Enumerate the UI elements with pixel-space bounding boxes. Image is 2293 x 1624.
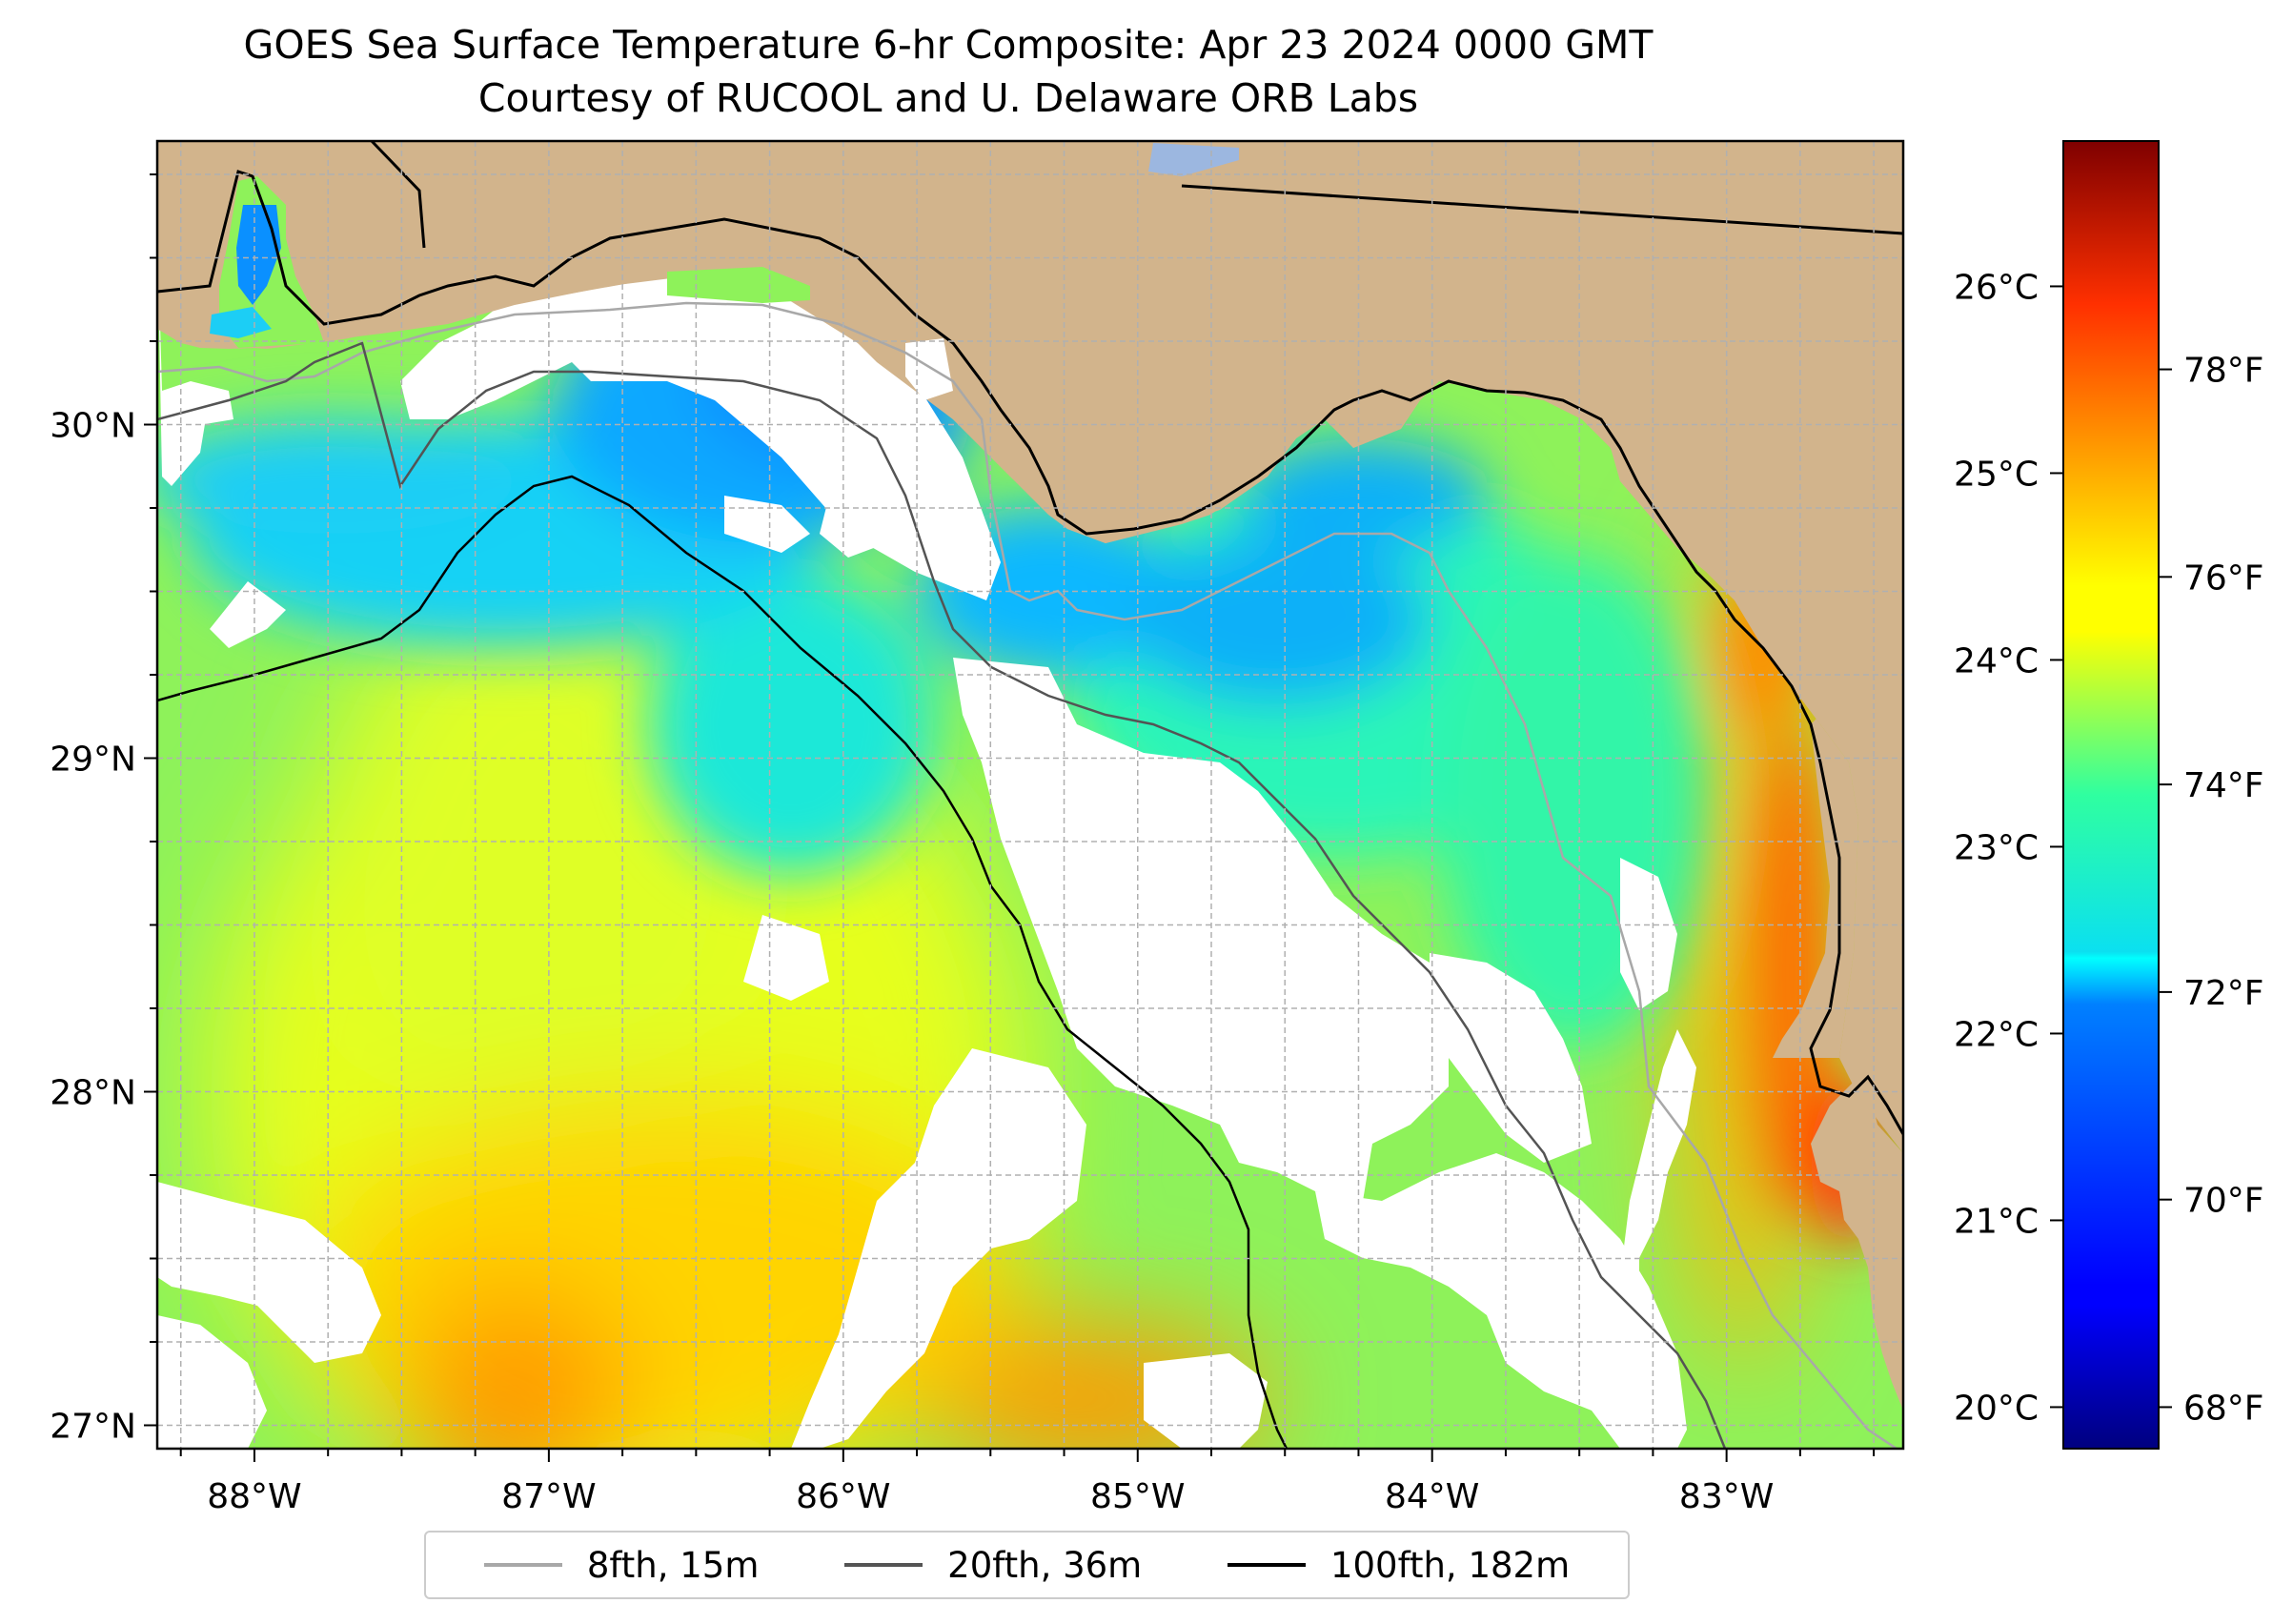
colorbar-celsius-ticks: 20°C 21°C 22°C 23°C 24°C 25°C 26°C: [1954, 268, 2063, 1428]
map-area: [157, 141, 1903, 1449]
celsius-tick-label: 26°C: [1954, 268, 2039, 307]
lon-tick-label: 85°W: [1090, 1477, 1185, 1516]
lat-tick-label: 28°N: [50, 1074, 136, 1113]
fahrenheit-tick-label: 76°F: [2183, 558, 2264, 598]
isobath-15m: [157, 301, 1897, 1449]
legend-item-36m: 20fth, 36m: [844, 1545, 1142, 1586]
fahrenheit-tick-label: 78°F: [2183, 352, 2264, 391]
lat-tick-label: 27°N: [50, 1408, 136, 1447]
lake: [1148, 143, 1239, 176]
legend-item-15m: 8fth, 15m: [483, 1544, 760, 1586]
lon-tick-label: 88°W: [207, 1477, 301, 1516]
state-border: [1181, 184, 1903, 235]
chart-subtitle: Courtesy of RUCOOL and U. Delaware ORB L…: [477, 75, 1419, 121]
celsius-tick-label: 21°C: [1954, 1202, 2039, 1241]
legend-line-182m: [1227, 1563, 1306, 1567]
celsius-tick-label: 23°C: [1954, 828, 2039, 867]
celsius-tick-label: 20°C: [1954, 1389, 2039, 1428]
lon-tick-label: 86°W: [796, 1477, 890, 1516]
map-frame: [155, 139, 1905, 1451]
isobath-36m: [157, 341, 1727, 1449]
legend-item-182m: 100fth, 182m: [1227, 1544, 1571, 1586]
choctawhatchee-bay: [667, 267, 810, 303]
colorbar-fahrenheit-ticks: 68°F 70°F 72°F 74°F 76°F 78°F: [2159, 352, 2264, 1428]
land-panhandle: [157, 141, 1903, 477]
lon-tick-label: 87°W: [501, 1477, 596, 1516]
lat-tick-label: 30°N: [50, 407, 136, 446]
celsius-tick-label: 25°C: [1954, 455, 2039, 494]
fahrenheit-tick-label: 70°F: [2183, 1182, 2264, 1221]
lon-tick-label: 84°W: [1385, 1477, 1479, 1516]
legend-label-182m: 100fth, 182m: [1329, 1544, 1571, 1586]
lat-tick-label: 29°N: [50, 741, 136, 780]
coastline: [157, 170, 1903, 1135]
lon-tick-label: 83°W: [1679, 1477, 1774, 1516]
fahrenheit-tick-label: 68°F: [2183, 1389, 2264, 1428]
graticule: [157, 141, 1903, 1449]
mobile-bay-cool: [236, 205, 281, 305]
legend-line-15m: [483, 1563, 562, 1567]
chart-title: GOES Sea Surface Temperature 6-hr Compos…: [243, 22, 1654, 68]
longitude-axis: 88°W 87°W 86°W 85°W 84°W 83°W: [179, 1449, 1876, 1516]
isobath-legend: 8fth, 15m 20fth, 36m 100fth, 182m: [424, 1531, 1630, 1599]
state-border-al: [370, 141, 426, 249]
isobath-182m: [157, 475, 1289, 1449]
legend-line-36m: [844, 1563, 923, 1567]
latitude-axis: 27°N 28°N 29°N 30°N: [50, 173, 157, 1447]
legend-label-15m: 8fth, 15m: [586, 1544, 760, 1586]
fahrenheit-tick-label: 72°F: [2183, 974, 2264, 1013]
fahrenheit-tick-label: 74°F: [2183, 766, 2264, 805]
colorbar: [2062, 140, 2160, 1450]
celsius-tick-label: 24°C: [1954, 641, 2039, 680]
celsius-tick-label: 22°C: [1954, 1015, 2039, 1054]
legend-label-36m: 20fth, 36m: [947, 1544, 1143, 1586]
cloud-mask: [157, 219, 1696, 1449]
